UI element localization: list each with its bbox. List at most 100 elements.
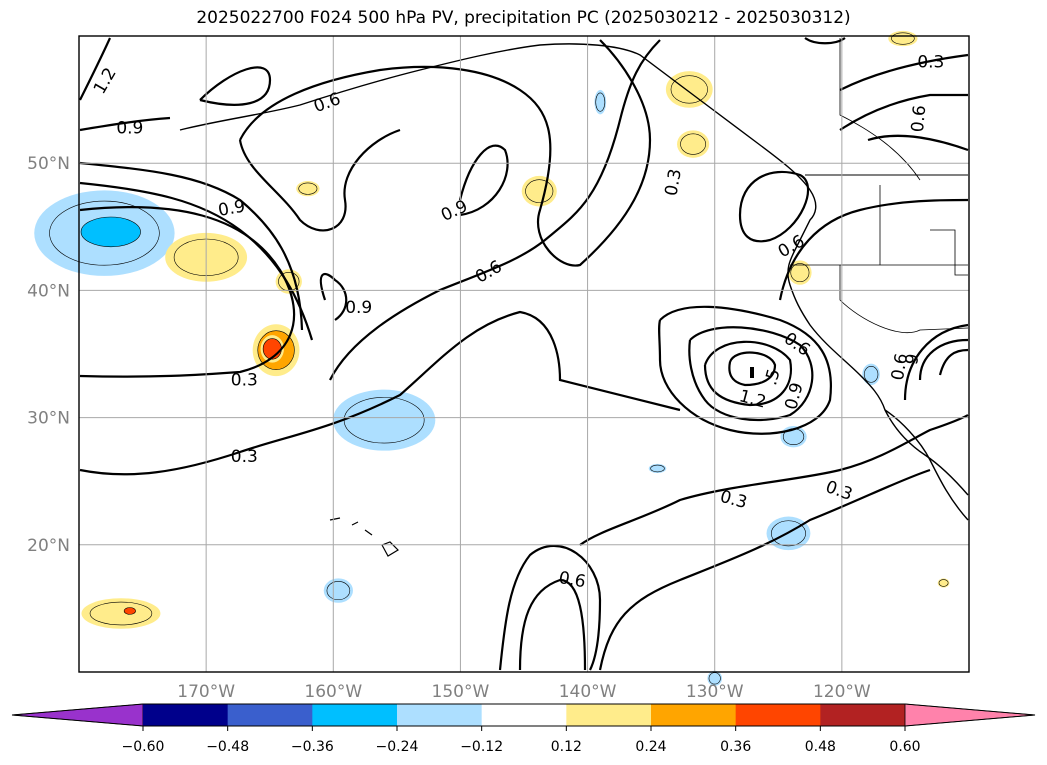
contour-line bbox=[839, 53, 969, 91]
contour-label: 1.2 bbox=[737, 386, 768, 412]
colorbar-segment bbox=[820, 704, 906, 726]
contour-line bbox=[867, 134, 969, 152]
contour-label: .5 bbox=[761, 367, 785, 388]
colorbar-segment bbox=[651, 704, 737, 726]
lat-lon-grid bbox=[79, 36, 969, 672]
contour-label: 0.9 bbox=[438, 196, 471, 226]
lon-tick-label: 130°W bbox=[686, 682, 744, 702]
contour-line bbox=[579, 414, 969, 546]
contour-line bbox=[518, 578, 587, 671]
precip-area bbox=[525, 179, 554, 203]
lat-tick-label: 20°N bbox=[27, 536, 70, 556]
baja-coastline bbox=[884, 409, 969, 521]
border-line bbox=[839, 38, 921, 181]
contour-label: 0.6 bbox=[472, 257, 505, 288]
precip-area bbox=[298, 182, 318, 195]
contour-label: 0.6 bbox=[908, 104, 930, 133]
contour-line bbox=[903, 323, 969, 401]
colorbar-segment bbox=[481, 704, 567, 726]
contour-line bbox=[688, 326, 814, 422]
colorbar-segment bbox=[566, 704, 652, 726]
contour-line bbox=[598, 468, 931, 671]
contour-label: 0.3 bbox=[823, 477, 855, 505]
precip-area bbox=[326, 581, 351, 601]
precip-area bbox=[670, 75, 708, 104]
precip-area bbox=[262, 338, 282, 360]
precip-area bbox=[89, 601, 153, 626]
precip-area bbox=[790, 263, 810, 283]
lon-tick-label: 160°W bbox=[304, 682, 362, 702]
precip-area bbox=[938, 579, 949, 587]
colorbar-segment bbox=[143, 704, 229, 726]
contour-line bbox=[238, 128, 401, 232]
contour-label: 0.3 bbox=[231, 370, 258, 390]
lon-tick-label: 120°W bbox=[813, 682, 871, 702]
contour-line bbox=[703, 340, 793, 407]
contour-label: 9 bbox=[902, 352, 924, 366]
colorbar-extend-low bbox=[11, 703, 144, 727]
colorbar-tick-label: 0.24 bbox=[635, 739, 666, 755]
alaska-coastline bbox=[179, 43, 811, 191]
contour-label: 0.6 bbox=[557, 568, 587, 592]
lon-tick-label: 170°W bbox=[177, 682, 235, 702]
lat-tick-label: 50°N bbox=[27, 154, 70, 174]
pv-contours bbox=[79, 37, 969, 671]
state-line bbox=[930, 229, 968, 276]
contour-line bbox=[199, 66, 272, 106]
contour-line bbox=[239, 39, 652, 267]
hawaii-islands bbox=[329, 517, 399, 557]
precip-area bbox=[123, 607, 136, 615]
precip-area bbox=[595, 92, 606, 112]
colorbar-segment bbox=[735, 704, 821, 726]
colorbar-tick-label: 0.12 bbox=[551, 739, 582, 755]
colorbar-tick-label: −0.24 bbox=[376, 739, 419, 755]
state-line bbox=[839, 265, 969, 334]
lat-tick-label: 30°N bbox=[27, 409, 70, 429]
contour-label: 0.9 bbox=[345, 298, 372, 318]
contour-line bbox=[778, 198, 969, 301]
colorbar-segment bbox=[397, 704, 483, 726]
chart-title: 2025022700 F024 500 hPa PV, precipitatio… bbox=[196, 8, 851, 28]
contour-line bbox=[839, 93, 968, 131]
bc-coastline bbox=[787, 189, 969, 496]
contour-line bbox=[658, 305, 832, 435]
precipitation-layer bbox=[34, 30, 950, 686]
colorbar-tick-label: −0.36 bbox=[291, 739, 334, 755]
contour-label: 0.3 bbox=[718, 487, 749, 513]
colorbar-extend-high bbox=[904, 703, 1036, 727]
contour-label: 0.3 bbox=[917, 52, 944, 72]
contour-line bbox=[79, 161, 304, 331]
contour-label: 0.9 bbox=[217, 197, 247, 221]
contour-label: 0.3 bbox=[662, 167, 686, 197]
colorbar-tick-label: 0.36 bbox=[720, 739, 751, 755]
lon-tick-label: 150°W bbox=[432, 682, 490, 702]
contour-line bbox=[79, 116, 171, 132]
colorbar-tick-label: 0.48 bbox=[805, 739, 836, 755]
contour-line bbox=[804, 37, 846, 45]
map-frame bbox=[78, 35, 970, 673]
contour-line bbox=[79, 310, 681, 476]
latitude-tick-labels: 20°N 30°N 40°N 50°N bbox=[27, 154, 70, 556]
colorbar-tick-label: −0.48 bbox=[206, 739, 249, 755]
contour-labels: 1.2 0.9 0.6 0.9 0.9 0.6 0.9 0.3 0.3 0.3 0.3 0.6 0.6 0… bbox=[90, 52, 945, 592]
lon-tick-label: 140°W bbox=[559, 682, 617, 702]
contour-label: 0.6 bbox=[888, 352, 912, 382]
contour-line bbox=[79, 37, 112, 101]
contour-line bbox=[728, 351, 777, 387]
coastlines bbox=[179, 38, 969, 557]
contour-line bbox=[79, 181, 314, 341]
precip-area bbox=[80, 216, 141, 248]
contour-line bbox=[458, 144, 509, 217]
colorbar bbox=[11, 703, 1036, 727]
lat-tick-label: 40°N bbox=[27, 281, 70, 301]
colorbar-segment bbox=[312, 704, 398, 726]
contour-label: 0.9 bbox=[116, 119, 143, 139]
colorbar-tick-label: 0.60 bbox=[889, 739, 920, 755]
contour-line bbox=[918, 338, 969, 381]
colorbar-tick-labels: −0.60 −0.48 −0.36 −0.24 −0.12 0.12 0.24 0.36 0.4… bbox=[122, 726, 921, 755]
precip-area bbox=[891, 32, 915, 45]
colorbar-tick-label: −0.12 bbox=[460, 739, 503, 755]
colorbar-tick-label: −0.60 bbox=[122, 739, 165, 755]
contour-line bbox=[938, 348, 969, 376]
